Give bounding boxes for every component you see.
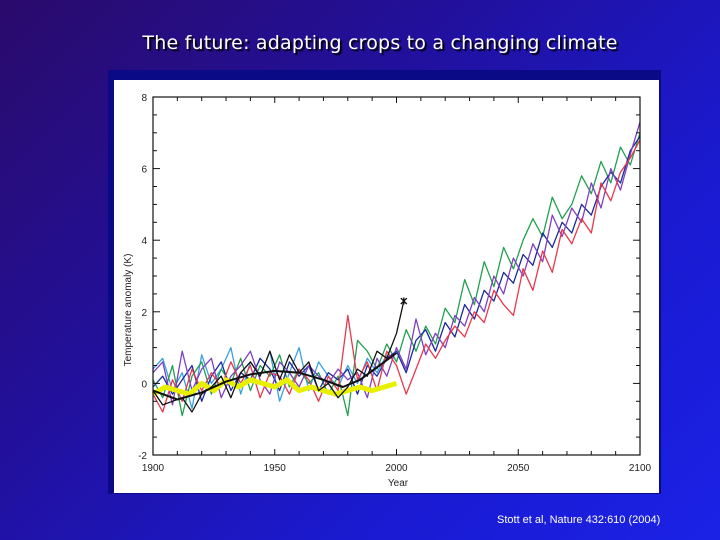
- y-tick-label: -2: [138, 451, 147, 462]
- y-tick-label: 0: [141, 379, 147, 390]
- x-tick-label: 1900: [142, 463, 165, 474]
- chart-panel: 1900 1950 2000 2050 2100 -2 0 2 4 6 8 Temperature …: [114, 80, 659, 493]
- x-tick-label: 2050: [507, 463, 530, 474]
- slide-title: The future: adapting crops to a changing…: [142, 32, 618, 54]
- series-line-1: [152, 132, 641, 417]
- x-tick-label: 2000: [385, 463, 408, 474]
- y-tick-label: 2: [141, 308, 147, 319]
- citation: Stott et al, Nature 432:610 (2004): [497, 514, 661, 526]
- y-tick-label: 8: [141, 93, 147, 104]
- x-axis-label: Year: [388, 478, 409, 489]
- asterisk-marker: [400, 297, 408, 305]
- series-line-2: [152, 121, 641, 406]
- x-tick-label: 2100: [629, 463, 652, 474]
- plot-frame: [152, 96, 641, 456]
- temperature-chart: 1900 1950 2000 2050 2100 -2 0 2 4 6 8 Temperature …: [123, 93, 652, 489]
- series-line-0: [152, 139, 641, 413]
- series-line-5: [152, 300, 405, 413]
- series-line-7: [151, 377, 398, 397]
- x-tick-label: 1950: [264, 463, 287, 474]
- y-tick-label: 6: [141, 165, 147, 176]
- y-axis-label: Temperature anomaly (K): [123, 254, 134, 367]
- series-line-6: [152, 352, 398, 401]
- y-tick-label: 4: [141, 236, 147, 247]
